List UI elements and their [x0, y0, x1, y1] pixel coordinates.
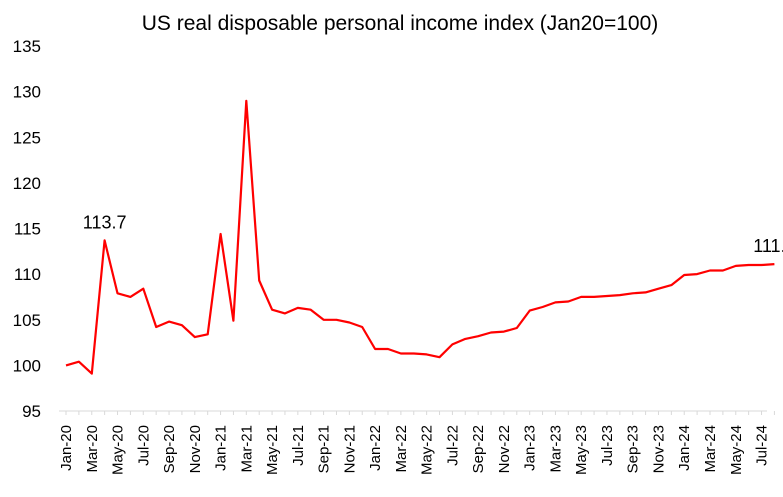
x-tick-label: May-20 [110, 425, 127, 475]
data-points [65, 100, 776, 375]
x-axis-labels: Jan-20 Mar-20 May-20 Jul-20 Sep-20 Nov-20 Jan-… [58, 425, 771, 475]
x-tick-label: Mar-22 [393, 425, 410, 473]
x-tick-label: May-24 [728, 425, 745, 475]
y-tick-label: 110 [14, 265, 41, 284]
x-tick-label: May-21 [264, 425, 281, 475]
x-tick-label: Nov-21 [341, 425, 358, 473]
data-annotations: 113.7 111.1 [83, 212, 783, 256]
x-tick-label: Nov-22 [496, 425, 513, 473]
data-label: 111.1 [753, 236, 783, 256]
x-tick-label: Jan-20 [58, 425, 75, 471]
y-tick-label: 115 [14, 220, 41, 239]
x-tick-label: Jan-23 [522, 425, 539, 471]
x-tick-label: Jan-24 [676, 425, 693, 471]
x-tick-label: Mar-24 [702, 425, 719, 473]
y-tick-label: 95 [22, 402, 41, 421]
x-tick-label: Sep-21 [316, 425, 333, 473]
x-axis-ticks [65, 411, 775, 415]
x-tick-label: Jul-23 [599, 425, 616, 466]
series-line [65, 99, 775, 375]
x-tick-label: May-22 [419, 425, 436, 475]
y-tick-label: 105 [13, 311, 41, 330]
x-tick-label: Nov-23 [650, 425, 667, 473]
y-tick-label: 130 [13, 83, 41, 102]
x-tick-label: Jul-24 [754, 425, 771, 466]
x-tick-label: Mar-21 [238, 425, 255, 473]
data-label: 113.7 [83, 212, 127, 232]
x-tick-label: Sep-20 [161, 425, 178, 473]
x-tick-label: Jul-21 [290, 425, 307, 466]
y-tick-label: 135 [13, 37, 41, 56]
x-tick-label: May-23 [573, 425, 590, 475]
x-tick-label: Sep-23 [625, 425, 642, 473]
x-tick-label: Mar-23 [547, 425, 564, 473]
chart-title: US real disposable personal income index… [142, 12, 659, 35]
y-tick-label: 125 [13, 128, 41, 147]
x-tick-label: Jul-22 [444, 425, 461, 466]
x-tick-label: Nov-20 [187, 425, 204, 473]
y-axis-ticks: 95 100 105 110 115 120 125 130 135 [13, 37, 41, 421]
x-tick-label: Jul-20 [135, 425, 152, 466]
x-tick-label: Sep-22 [470, 425, 487, 473]
x-tick-label: Mar-20 [84, 425, 101, 473]
y-tick-label: 120 [13, 174, 41, 193]
y-tick-label: 100 [13, 356, 41, 375]
x-tick-label: Jan-22 [367, 425, 384, 471]
x-tick-label: Jan-21 [213, 425, 230, 471]
